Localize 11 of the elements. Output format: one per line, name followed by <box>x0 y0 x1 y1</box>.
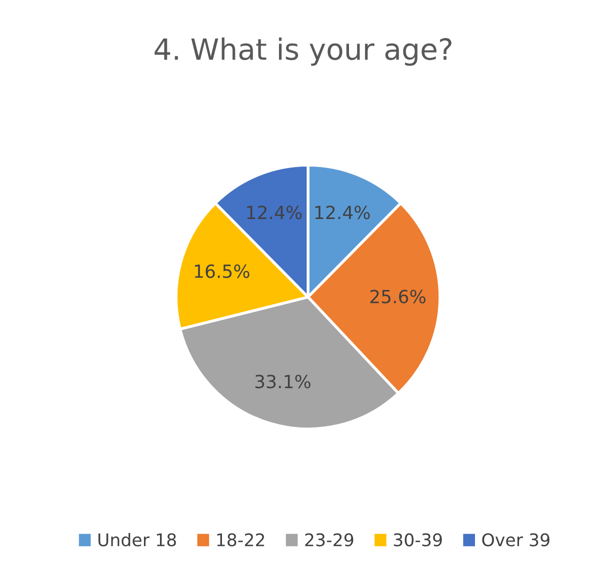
legend-label: Over 39 <box>482 533 550 546</box>
data-label: 16.5% <box>194 264 250 278</box>
legend-label: 30-39 <box>394 533 442 546</box>
data-label: 33.1% <box>255 374 310 388</box>
legend-label: Under 18 <box>98 532 176 546</box>
data-label: 12.4% <box>315 206 370 220</box>
legend-label: 23-29 <box>305 533 354 546</box>
data-label: 12.4% <box>247 206 302 220</box>
data-label: 25.6% <box>370 290 426 304</box>
chart-title: 4. What is your age? <box>154 38 452 66</box>
legend-label: 18-22 <box>217 533 264 546</box>
